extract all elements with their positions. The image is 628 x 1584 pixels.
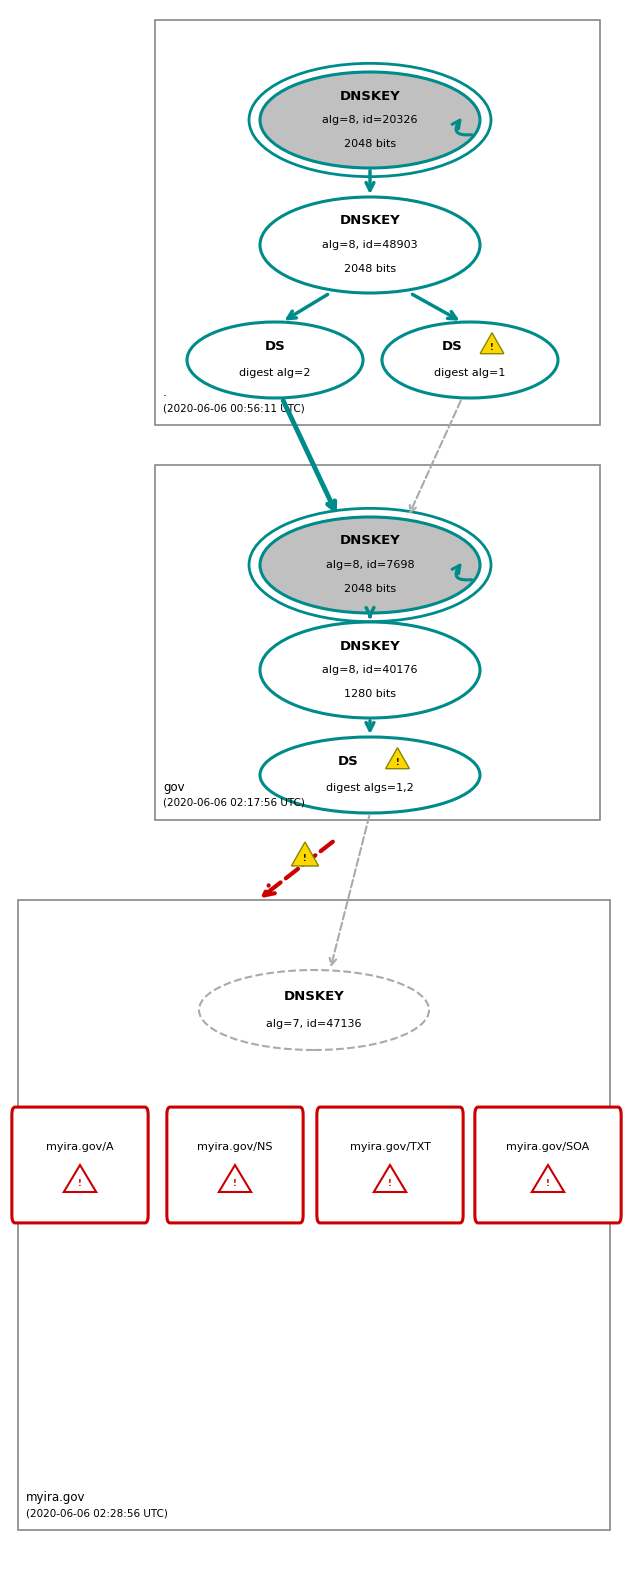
Ellipse shape bbox=[187, 322, 363, 398]
Text: !: ! bbox=[546, 1180, 550, 1188]
Text: DNSKEY: DNSKEY bbox=[340, 534, 401, 548]
Text: !: ! bbox=[78, 1180, 82, 1188]
FancyBboxPatch shape bbox=[317, 1107, 463, 1223]
Ellipse shape bbox=[260, 71, 480, 168]
Bar bbox=[155, 466, 600, 821]
Ellipse shape bbox=[260, 196, 480, 293]
Ellipse shape bbox=[199, 969, 429, 1050]
Text: !: ! bbox=[303, 854, 307, 863]
Polygon shape bbox=[291, 843, 318, 866]
Text: alg=8, id=48903: alg=8, id=48903 bbox=[322, 241, 418, 250]
Text: !: ! bbox=[490, 342, 494, 352]
Text: digest alg=1: digest alg=1 bbox=[435, 369, 506, 379]
Polygon shape bbox=[64, 1164, 96, 1193]
Text: 2048 bits: 2048 bits bbox=[344, 584, 396, 594]
Text: myira.gov/TXT: myira.gov/TXT bbox=[350, 1142, 430, 1152]
Text: DNSKEY: DNSKEY bbox=[340, 90, 401, 103]
Text: alg=8, id=7698: alg=8, id=7698 bbox=[326, 561, 414, 570]
Text: gov: gov bbox=[163, 781, 185, 794]
Polygon shape bbox=[386, 748, 409, 768]
Text: myira.gov/SOA: myira.gov/SOA bbox=[506, 1142, 590, 1152]
Ellipse shape bbox=[260, 737, 480, 813]
Text: myira.gov: myira.gov bbox=[26, 1491, 85, 1503]
Text: myira.gov/A: myira.gov/A bbox=[46, 1142, 114, 1152]
Text: digest alg=2: digest alg=2 bbox=[239, 369, 311, 379]
Text: 1280 bits: 1280 bits bbox=[344, 689, 396, 699]
Text: alg=8, id=20326: alg=8, id=20326 bbox=[322, 116, 418, 125]
Polygon shape bbox=[480, 333, 504, 353]
Text: !: ! bbox=[388, 1180, 392, 1188]
Text: DS: DS bbox=[264, 341, 285, 353]
Text: (2020-06-06 02:28:56 UTC): (2020-06-06 02:28:56 UTC) bbox=[26, 1508, 168, 1517]
Text: DNSKEY: DNSKEY bbox=[340, 214, 401, 228]
Ellipse shape bbox=[260, 623, 480, 718]
Text: .: . bbox=[163, 386, 167, 399]
Text: !: ! bbox=[233, 1180, 237, 1188]
Text: DS: DS bbox=[442, 341, 463, 353]
FancyBboxPatch shape bbox=[167, 1107, 303, 1223]
Text: digest algs=1,2: digest algs=1,2 bbox=[326, 784, 414, 794]
Bar bbox=[18, 900, 610, 1530]
Text: (2020-06-06 02:17:56 UTC): (2020-06-06 02:17:56 UTC) bbox=[163, 798, 305, 808]
Text: 2048 bits: 2048 bits bbox=[344, 139, 396, 149]
Text: alg=8, id=40176: alg=8, id=40176 bbox=[322, 665, 418, 675]
Text: 2048 bits: 2048 bits bbox=[344, 265, 396, 274]
Ellipse shape bbox=[382, 322, 558, 398]
Text: !: ! bbox=[396, 757, 399, 767]
Polygon shape bbox=[532, 1164, 564, 1193]
Text: (2020-06-06 00:56:11 UTC): (2020-06-06 00:56:11 UTC) bbox=[163, 402, 305, 413]
Polygon shape bbox=[219, 1164, 251, 1193]
Text: DNSKEY: DNSKEY bbox=[340, 640, 401, 653]
FancyBboxPatch shape bbox=[12, 1107, 148, 1223]
Ellipse shape bbox=[260, 516, 480, 613]
Text: DNSKEY: DNSKEY bbox=[284, 990, 344, 1003]
Text: alg=7, id=47136: alg=7, id=47136 bbox=[266, 1019, 362, 1030]
Polygon shape bbox=[374, 1164, 406, 1193]
Text: DS: DS bbox=[338, 756, 359, 768]
Text: myira.gov/NS: myira.gov/NS bbox=[197, 1142, 273, 1152]
Bar bbox=[155, 21, 600, 425]
FancyBboxPatch shape bbox=[475, 1107, 621, 1223]
